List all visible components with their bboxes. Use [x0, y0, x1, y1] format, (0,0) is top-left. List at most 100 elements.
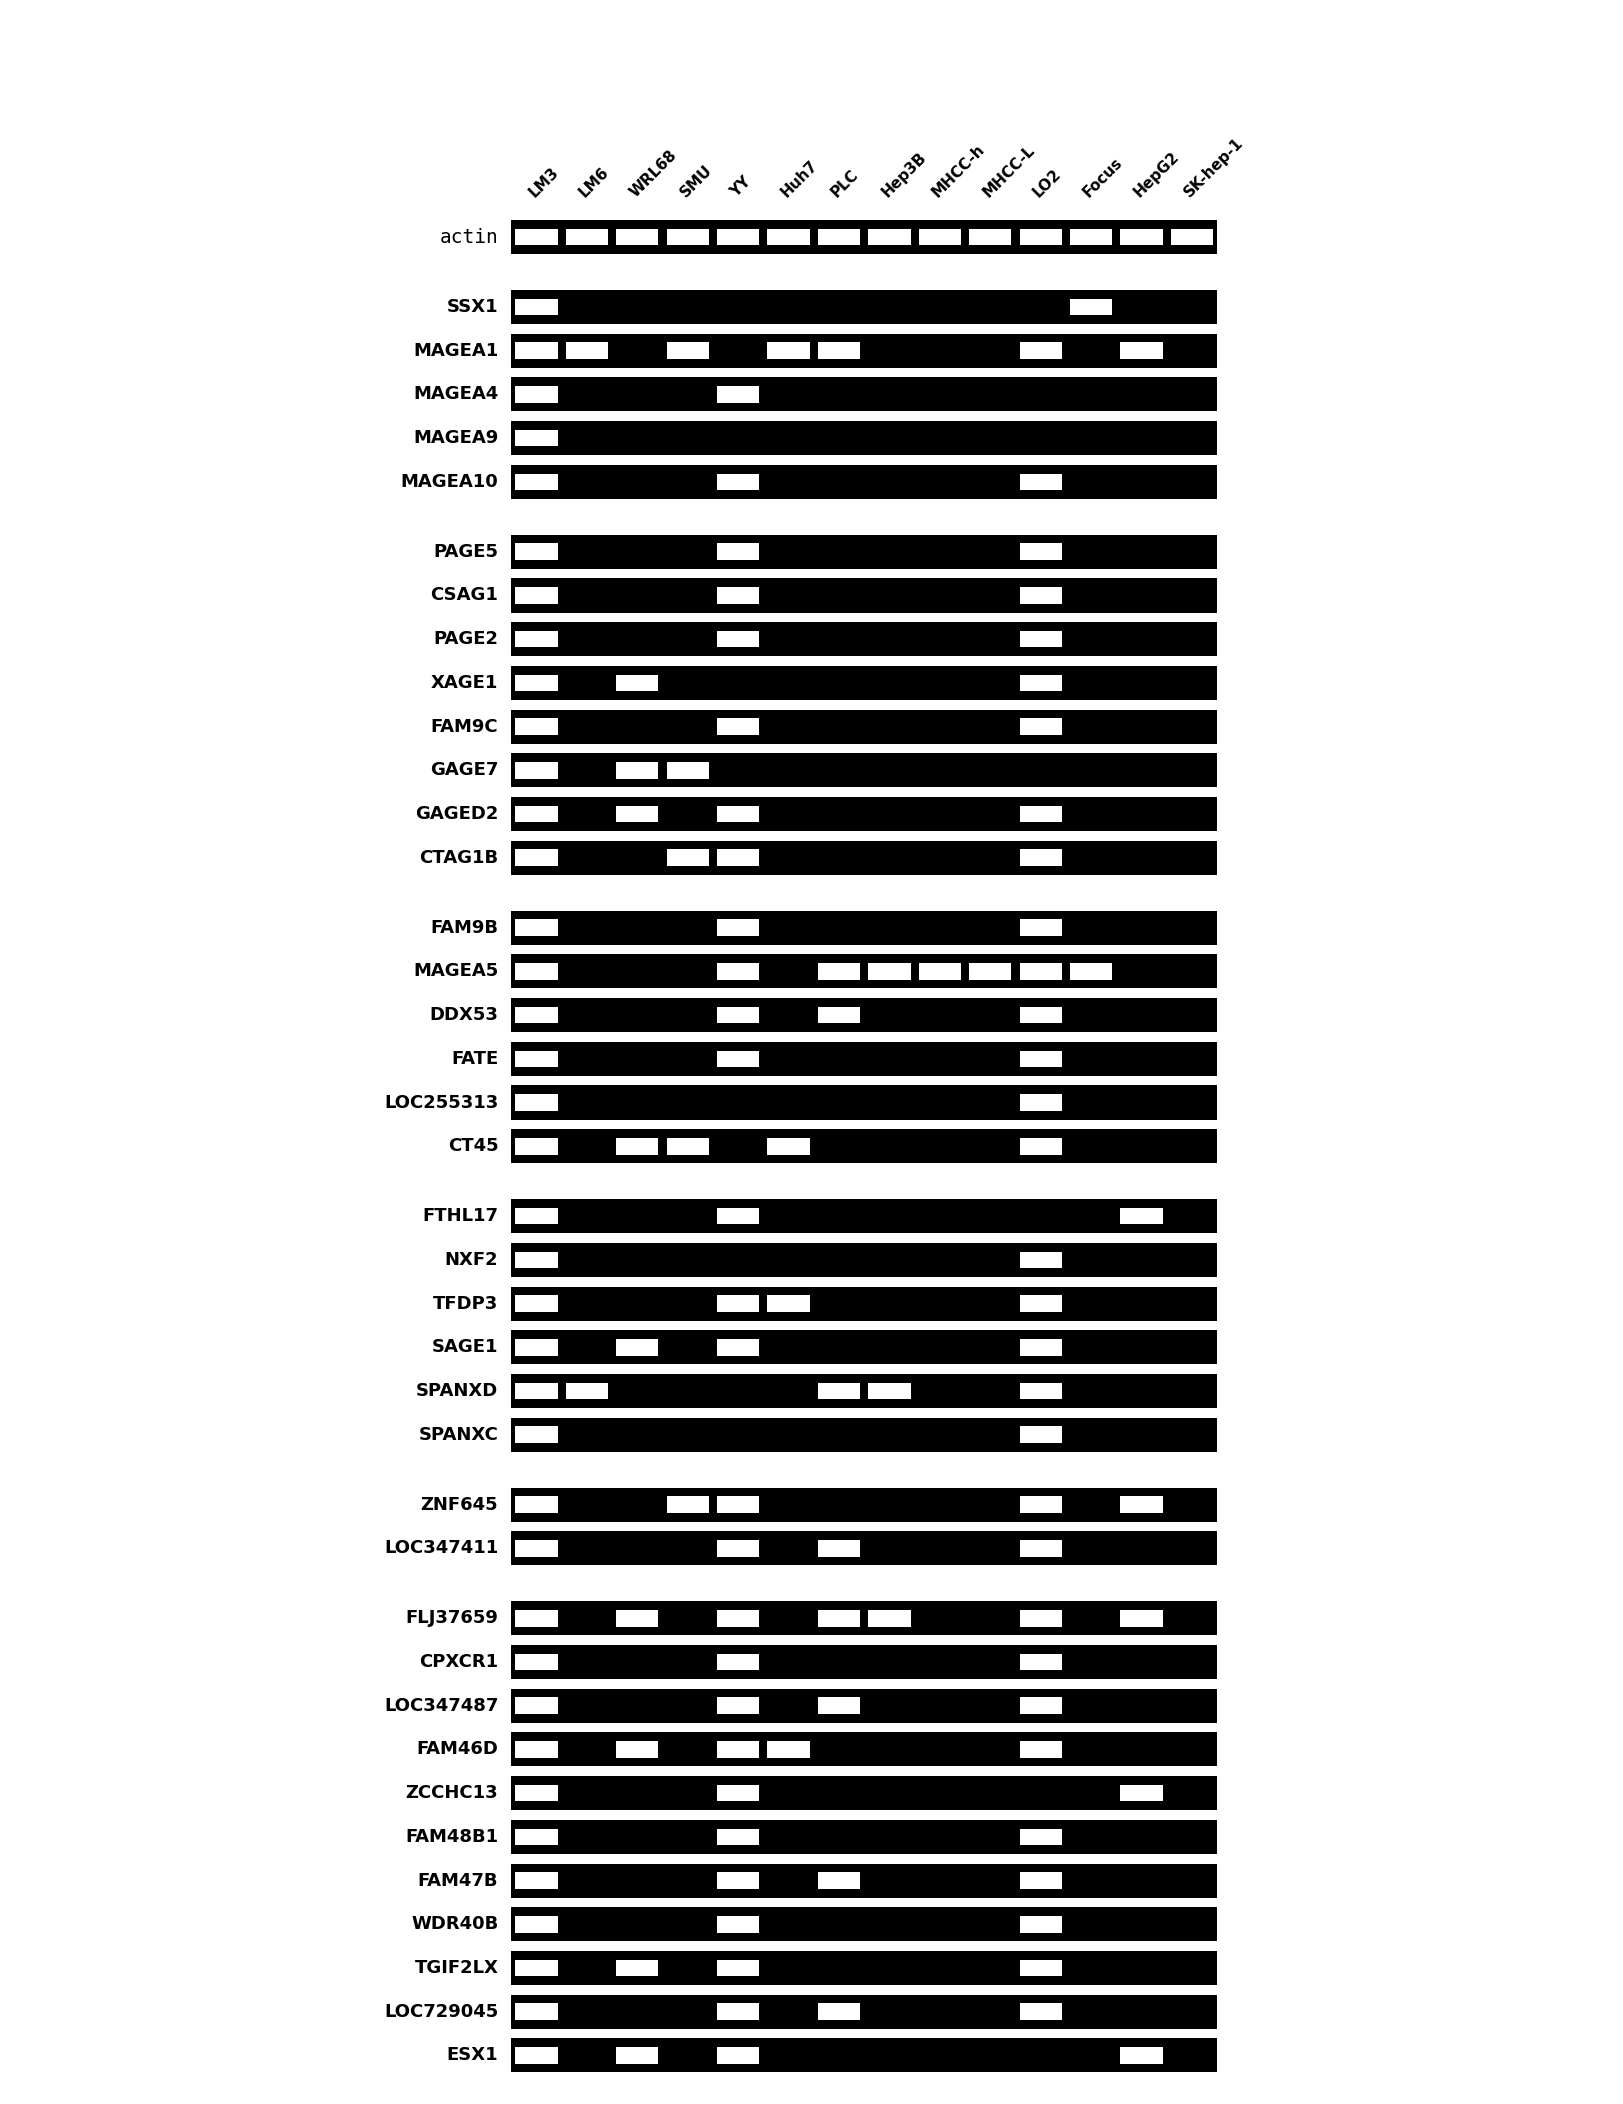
- Bar: [1019, 1610, 1061, 1626]
- Bar: [514, 1540, 558, 1557]
- Bar: [566, 1382, 609, 1399]
- Text: FLJ37659: FLJ37659: [406, 1610, 498, 1626]
- Bar: [919, 229, 961, 246]
- Bar: [511, 1950, 1217, 1984]
- Bar: [511, 1601, 1217, 1635]
- Bar: [617, 806, 659, 823]
- Text: FTHL17: FTHL17: [422, 1208, 498, 1225]
- Bar: [514, 229, 558, 246]
- Bar: [617, 1959, 659, 1976]
- Bar: [511, 1243, 1217, 1277]
- Text: SK-hep-1: SK-hep-1: [1182, 135, 1246, 200]
- Bar: [566, 343, 609, 360]
- Bar: [514, 1742, 558, 1757]
- Bar: [1019, 473, 1061, 490]
- Bar: [511, 1199, 1217, 1233]
- Bar: [717, 1540, 760, 1557]
- Bar: [514, 1338, 558, 1355]
- Bar: [1019, 1050, 1061, 1067]
- Text: LOC347487: LOC347487: [385, 1696, 498, 1715]
- Bar: [1019, 919, 1061, 936]
- Bar: [1120, 343, 1162, 360]
- Bar: [868, 1610, 911, 1626]
- Bar: [511, 842, 1217, 875]
- Bar: [1019, 1654, 1061, 1671]
- Text: ZNF645: ZNF645: [420, 1496, 498, 1513]
- Bar: [514, 1959, 558, 1976]
- Text: LOC347411: LOC347411: [385, 1540, 498, 1557]
- Bar: [1019, 1296, 1061, 1313]
- Bar: [617, 1138, 659, 1155]
- Bar: [1019, 964, 1061, 980]
- Bar: [818, 1382, 860, 1399]
- Bar: [969, 229, 1011, 246]
- Bar: [511, 1130, 1217, 1164]
- Bar: [717, 229, 760, 246]
- Bar: [969, 964, 1011, 980]
- Bar: [717, 387, 760, 402]
- Text: FAM48B1: FAM48B1: [406, 1828, 498, 1845]
- Bar: [768, 229, 810, 246]
- Bar: [514, 806, 558, 823]
- Bar: [511, 1330, 1217, 1363]
- Bar: [717, 1610, 760, 1626]
- Bar: [818, 1540, 860, 1557]
- Bar: [818, 964, 860, 980]
- Text: TFDP3: TFDP3: [433, 1294, 498, 1313]
- Bar: [514, 1427, 558, 1443]
- Text: GAGED2: GAGED2: [415, 806, 498, 823]
- Bar: [511, 1488, 1217, 1521]
- Bar: [1019, 1008, 1061, 1023]
- Bar: [514, 717, 558, 734]
- Bar: [1019, 1828, 1061, 1845]
- Bar: [717, 1873, 760, 1889]
- Bar: [514, 2047, 558, 2064]
- Bar: [514, 587, 558, 604]
- Bar: [511, 290, 1217, 324]
- Text: SMU: SMU: [677, 162, 716, 200]
- Text: DDX53: DDX53: [430, 1006, 498, 1025]
- Text: XAGE1: XAGE1: [430, 673, 498, 692]
- Bar: [1019, 1094, 1061, 1111]
- Bar: [1019, 1540, 1061, 1557]
- Bar: [511, 623, 1217, 656]
- Bar: [511, 1776, 1217, 1809]
- Bar: [717, 473, 760, 490]
- Bar: [514, 1138, 558, 1155]
- Text: CT45: CT45: [448, 1138, 498, 1155]
- Bar: [617, 2047, 659, 2064]
- Bar: [1019, 717, 1061, 734]
- Bar: [514, 1496, 558, 1513]
- Bar: [818, 1008, 860, 1023]
- Bar: [514, 299, 558, 316]
- Bar: [514, 429, 558, 446]
- Bar: [514, 1050, 558, 1067]
- Bar: [511, 665, 1217, 701]
- Bar: [511, 709, 1217, 743]
- Bar: [511, 1690, 1217, 1723]
- Text: FAM9C: FAM9C: [430, 717, 498, 736]
- Bar: [511, 534, 1217, 568]
- Text: MHCC-h: MHCC-h: [930, 141, 988, 200]
- Bar: [617, 1610, 659, 1626]
- Bar: [511, 1645, 1217, 1679]
- Text: CPXCR1: CPXCR1: [419, 1654, 498, 1671]
- Bar: [511, 997, 1217, 1033]
- Bar: [1070, 964, 1112, 980]
- Bar: [511, 1732, 1217, 1767]
- Bar: [566, 229, 609, 246]
- Bar: [617, 675, 659, 692]
- Bar: [717, 543, 760, 560]
- Text: LOC729045: LOC729045: [385, 2003, 498, 2020]
- Bar: [1019, 1382, 1061, 1399]
- Bar: [511, 1286, 1217, 1321]
- Bar: [1019, 1959, 1061, 1976]
- Bar: [717, 631, 760, 648]
- Bar: [717, 1654, 760, 1671]
- Bar: [1019, 1742, 1061, 1757]
- Bar: [511, 1906, 1217, 1942]
- Text: GAGE7: GAGE7: [430, 762, 498, 778]
- Bar: [1019, 1873, 1061, 1889]
- Bar: [514, 762, 558, 778]
- Bar: [1019, 543, 1061, 560]
